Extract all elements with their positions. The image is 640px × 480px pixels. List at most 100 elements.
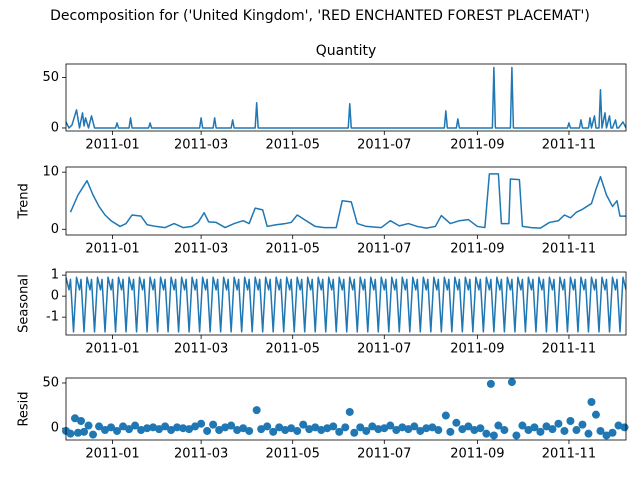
x-tick-label: 2011-11 — [542, 242, 596, 257]
resid-point — [560, 426, 569, 435]
resid-point — [350, 428, 359, 437]
resid-point — [191, 422, 200, 431]
resid-point — [404, 425, 413, 434]
resid-point — [149, 423, 158, 432]
resid-point — [524, 426, 533, 435]
x-tick-label: 2011-07 — [357, 138, 411, 153]
resid-point — [179, 424, 188, 433]
resid-point — [203, 426, 212, 435]
series-line — [66, 66, 626, 129]
axes-frame — [65, 63, 627, 132]
y-tick-label: -1 — [46, 310, 59, 325]
resid-point — [536, 427, 545, 436]
resid-point — [452, 418, 461, 427]
resid-point — [95, 422, 104, 431]
y-axis-label: Seasonal — [17, 274, 32, 333]
resid-point — [239, 424, 248, 433]
x-tick-label: 2011-05 — [266, 138, 320, 153]
x-tick-label: 2011-11 — [542, 447, 596, 462]
resid-point — [293, 426, 302, 435]
x-tick-label: 2011-03 — [174, 138, 228, 153]
resid-point — [620, 423, 629, 432]
axes-title: Quantity — [316, 43, 377, 59]
y-axis-label: Resid — [17, 391, 32, 426]
resid-point — [596, 426, 605, 435]
resid-point — [512, 431, 521, 440]
resid-point — [345, 407, 354, 416]
x-tick-label: 2011-09 — [450, 447, 504, 462]
axes: -1 0 1 2011-01 2011-03 2011-05 2011-07 2011-09 2… — [17, 268, 627, 357]
resid-point — [131, 421, 140, 430]
resid-point — [113, 426, 122, 435]
x-tick-label: 2011-03 — [174, 447, 228, 462]
resid-point — [269, 427, 278, 436]
x-tick-label: 2011-05 — [266, 447, 320, 462]
resid-point — [107, 423, 116, 432]
x-tick-label: 2011-01 — [85, 342, 139, 357]
x-tick-label: 2011-03 — [174, 342, 228, 357]
resid-point — [392, 426, 401, 435]
resid-point — [341, 423, 350, 432]
axes-frame — [65, 271, 627, 336]
resid-point — [542, 422, 551, 431]
resid-point — [335, 427, 344, 436]
resid-point — [614, 421, 623, 430]
resid-point — [500, 426, 509, 435]
resid-point — [197, 419, 206, 428]
resid-point — [380, 424, 389, 433]
resid-point — [311, 423, 320, 432]
axes-frame — [65, 166, 627, 236]
x-tick-label: 2011-03 — [174, 242, 228, 257]
x-tick-label: 2011-05 — [266, 342, 320, 357]
x-tick-label: 2011-01 — [85, 242, 139, 257]
y-tick-label: 0 — [51, 120, 59, 135]
resid-point — [74, 428, 83, 437]
resid-point — [587, 397, 596, 406]
resid-point — [602, 431, 611, 440]
series-line — [69, 173, 626, 229]
x-tick-label: 2011-11 — [542, 342, 596, 357]
resid-point — [221, 423, 230, 432]
resid-point — [482, 429, 491, 438]
resid-point — [386, 421, 395, 430]
resid-point — [398, 423, 407, 432]
resid-point — [374, 425, 383, 434]
resid-point — [185, 425, 194, 434]
resid-point — [161, 422, 170, 431]
resid-point — [80, 427, 89, 436]
resid-point — [173, 423, 182, 432]
resid-point — [77, 416, 86, 425]
resid-point — [245, 426, 254, 435]
resid-point — [323, 424, 332, 433]
y-tick-label: 0 — [51, 222, 59, 237]
y-tick-label: 0 — [51, 289, 59, 304]
y-axis-label: Trend — [17, 183, 32, 220]
series-line — [66, 276, 626, 333]
x-tick-label: 2011-07 — [357, 447, 411, 462]
resid-point — [368, 422, 377, 431]
resid-point — [257, 425, 266, 434]
resid-point — [566, 416, 575, 425]
x-tick-label: 2011-09 — [450, 242, 504, 257]
resid-point — [572, 426, 581, 435]
resid-point — [66, 429, 75, 438]
resid-point — [356, 423, 365, 432]
x-tick-label: 2011-11 — [542, 138, 596, 153]
y-tick-label: 10 — [42, 165, 59, 180]
x-tick-label: 2011-07 — [357, 342, 411, 357]
resid-point — [125, 425, 134, 434]
resid-point — [299, 420, 308, 429]
y-tick-label: 50 — [42, 70, 59, 85]
resid-point — [281, 426, 290, 435]
resid-point — [464, 422, 473, 431]
axes-frame — [65, 377, 627, 441]
resid-point — [84, 421, 93, 430]
y-tick-label: 1 — [51, 268, 59, 283]
resid-point — [275, 423, 284, 432]
resid-point — [101, 426, 110, 435]
resid-point — [410, 422, 419, 431]
resid-point — [143, 424, 152, 433]
resid-point — [476, 424, 485, 433]
resid-point — [486, 379, 495, 388]
